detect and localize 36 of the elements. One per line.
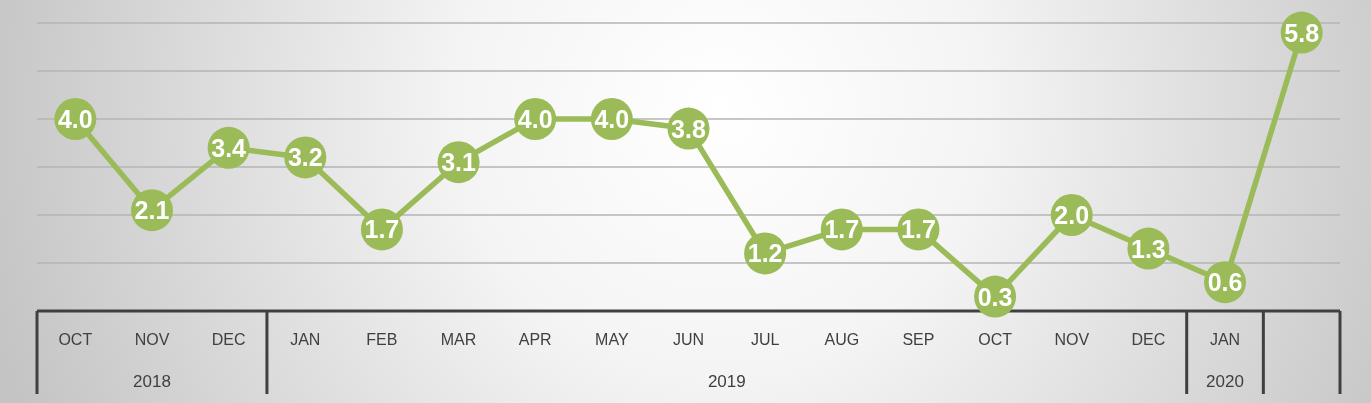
x-tick-label: JUL bbox=[750, 330, 780, 348]
data-label: 2.1 bbox=[134, 196, 170, 225]
text: 2018 bbox=[133, 371, 171, 391]
text: 2019 bbox=[707, 371, 746, 391]
x-tick-label: DEC bbox=[1131, 330, 1166, 348]
data-label: 5.8 bbox=[1284, 18, 1320, 47]
data-label: 2.0 bbox=[1054, 201, 1090, 229]
data-label: 1.7 bbox=[364, 215, 400, 244]
x-tick-label: MAR bbox=[440, 330, 477, 348]
text: 2020 bbox=[1206, 371, 1244, 391]
x-tick-label: JAN bbox=[1209, 330, 1241, 348]
data-label: 1.3 bbox=[1131, 234, 1166, 263]
x-tick-label: JAN bbox=[290, 330, 321, 348]
data-label: 1.2 bbox=[747, 239, 783, 268]
x-tick-label: AUG bbox=[824, 330, 860, 348]
data-label: 0.6 bbox=[1207, 268, 1243, 297]
x-tick-label: DEC bbox=[211, 330, 246, 348]
x-tick-label: JUN bbox=[672, 330, 705, 348]
data-label: 4.0 bbox=[517, 105, 553, 133]
x-tick-label: APR bbox=[518, 330, 552, 348]
data-label: 4.0 bbox=[57, 105, 93, 133]
x-tick-label: OCT bbox=[978, 330, 1013, 348]
data-label: 3.1 bbox=[441, 148, 477, 177]
x-tick-label: OCT bbox=[58, 330, 93, 348]
data-label: 3.4 bbox=[211, 133, 247, 162]
x-tick-label: SEP bbox=[902, 330, 935, 348]
data-label: 1.7 bbox=[824, 215, 860, 244]
data-label: 3.8 bbox=[671, 114, 706, 143]
data-label: 1.7 bbox=[901, 215, 936, 244]
data-label: 3.2 bbox=[287, 143, 323, 172]
data-label: 4.0 bbox=[594, 105, 630, 133]
x-tick-label: MAY bbox=[595, 330, 629, 348]
data-label: 0.3 bbox=[977, 282, 1013, 311]
x-tick-label: NOV bbox=[1054, 330, 1090, 348]
x-tick-label: FEB bbox=[366, 330, 398, 348]
x-tick-label: NOV bbox=[134, 330, 170, 348]
